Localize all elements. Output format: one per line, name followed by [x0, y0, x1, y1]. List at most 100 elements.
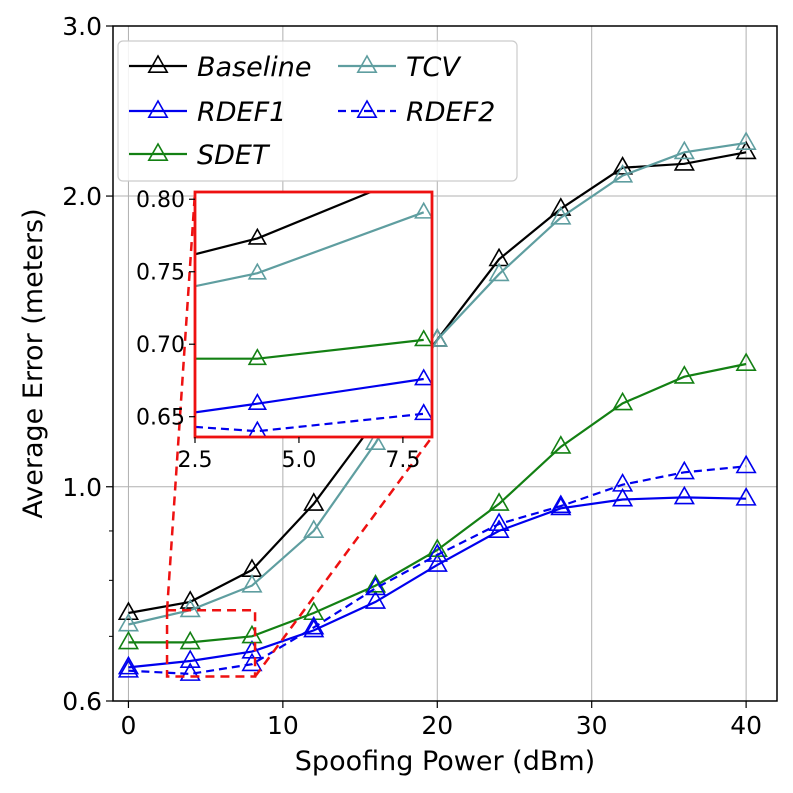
data-point-rdef1 [179, 649, 201, 669]
inset-y-tick-label: 0.70 [136, 333, 185, 358]
data-point-sdet [426, 538, 448, 558]
data-point-baseline [303, 492, 325, 511]
inset-line-tcv [195, 211, 425, 288]
inset-data-point-rdef2 [414, 403, 432, 421]
inset-data-point-rdef1 [414, 368, 432, 386]
inset-line-rdef2 [195, 412, 424, 433]
x-tick-label: 20 [421, 711, 453, 740]
data-point-rdef2 [364, 576, 387, 596]
legend-label: TCV [406, 52, 462, 83]
inset-line-rdef1 [195, 377, 424, 414]
y-tick-label: 1.0 [62, 473, 102, 502]
data-point-sdet [241, 624, 263, 644]
data-point-rdef1 [488, 519, 510, 538]
series-line-rdef1 [128, 496, 747, 669]
legend-label: Baseline [197, 52, 311, 83]
data-point-rdef1 [735, 487, 757, 506]
x-tick-label: 40 [730, 711, 762, 740]
data-point-tcv [117, 612, 140, 632]
series-rdef2 [117, 454, 757, 681]
data-point-baseline [550, 197, 572, 216]
data-point-rdef1 [117, 655, 140, 675]
data-point-rdef2 [488, 512, 510, 532]
legend-marker [147, 54, 169, 73]
data-point-sdet [117, 630, 140, 650]
data-point-baseline [612, 156, 634, 175]
data-point-sdet [179, 630, 201, 650]
data-point-rdef1 [426, 553, 448, 572]
legend-marker [147, 99, 169, 118]
inset-frame [193, 190, 434, 439]
data-point-tcv [488, 262, 510, 282]
zoom-connector-line [254, 436, 434, 678]
data-point-rdef2 [735, 454, 757, 474]
inset-data-point-sdet [247, 348, 268, 366]
inset-y-tick-label: 0.65 [136, 406, 185, 431]
legend-item-baseline: Baseline [129, 52, 311, 83]
inset-x-tick-label: 2.5 [178, 448, 213, 473]
inset-series-layer [195, 192, 432, 437]
data-point-rdef2 [426, 543, 448, 562]
legend: Baseline RDEF1 SDET TCV RDEF2 [117, 40, 518, 182]
data-point-tcv [364, 431, 387, 450]
data-point-rdef1 [673, 485, 695, 505]
zoom-connector-line [165, 191, 197, 611]
legend-item-sdet: SDET [129, 140, 271, 171]
data-point-baseline [673, 152, 695, 171]
inset-data-point-baseline [247, 227, 268, 245]
data-point-rdef1 [241, 639, 263, 659]
data-point-tcv [241, 574, 263, 593]
data-point-rdef1 [364, 590, 387, 609]
data-point-sdet [364, 574, 387, 593]
data-point-rdef2 [550, 494, 572, 514]
inset-zoom-plot: 2.5 5.0 7.5 0.65 0.70 0.75 0.80 [136, 188, 434, 473]
series-layer [117, 131, 757, 681]
axis-ticks: 0 10 20 30 40 0.6 1.0 2.0 3.0 [62, 12, 762, 740]
y-tick-label: 3.0 [62, 12, 102, 41]
y-axis-label: Average Error (meters) [18, 208, 49, 518]
data-point-rdef2 [179, 662, 201, 681]
data-point-baseline [179, 590, 201, 609]
series-line-rdef2 [128, 465, 747, 676]
x-tick-label: 30 [576, 711, 608, 740]
data-point-rdef2 [241, 652, 263, 672]
series-line-tcv [128, 141, 747, 626]
data-point-tcv [179, 598, 201, 618]
data-point-sdet [612, 391, 634, 411]
inset-line-sdet [195, 338, 424, 360]
inset-x-tick-label: 7.5 [385, 448, 420, 473]
data-point-rdef2 [612, 473, 634, 492]
data-point-rdef1 [612, 487, 634, 507]
data-point-rdef2 [673, 460, 695, 480]
data-point-baseline [735, 140, 757, 160]
legend-marker [356, 54, 378, 73]
series-rdef1 [117, 485, 757, 675]
series-sdet [117, 352, 757, 650]
legend-box [117, 40, 518, 182]
data-point-rdef2 [303, 615, 325, 635]
legend-marker [147, 142, 169, 161]
data-point-baseline [117, 601, 140, 621]
inset-series-tcv [195, 201, 432, 288]
series-line-sdet [128, 362, 747, 644]
inset-x-tick-label: 5.0 [281, 448, 316, 473]
inset-data-point-tcv [247, 262, 268, 280]
inset-background [195, 192, 432, 437]
zoom-indicator [165, 191, 434, 678]
inset-data-point-tcv [414, 201, 432, 219]
legend-item-rdef1: RDEF1 [129, 97, 286, 128]
data-point-sdet [673, 365, 695, 384]
zoom-region-box [165, 608, 257, 678]
legend-item-tcv: TCV [338, 52, 462, 83]
inset-data-point-sdet [414, 329, 432, 347]
y-tick-label: 0.6 [62, 687, 102, 716]
x-axis-label: Spoofing Power (dBm) [295, 746, 595, 777]
data-point-sdet [735, 352, 757, 372]
inset-series-sdet [195, 329, 432, 366]
inset-data-point-rdef1 [247, 393, 268, 411]
plot-frame [112, 25, 778, 702]
x-tick-label: 10 [267, 711, 299, 740]
data-point-tcv [550, 205, 572, 225]
data-point-sdet [488, 492, 510, 511]
inset-series-rdef1 [195, 368, 432, 414]
